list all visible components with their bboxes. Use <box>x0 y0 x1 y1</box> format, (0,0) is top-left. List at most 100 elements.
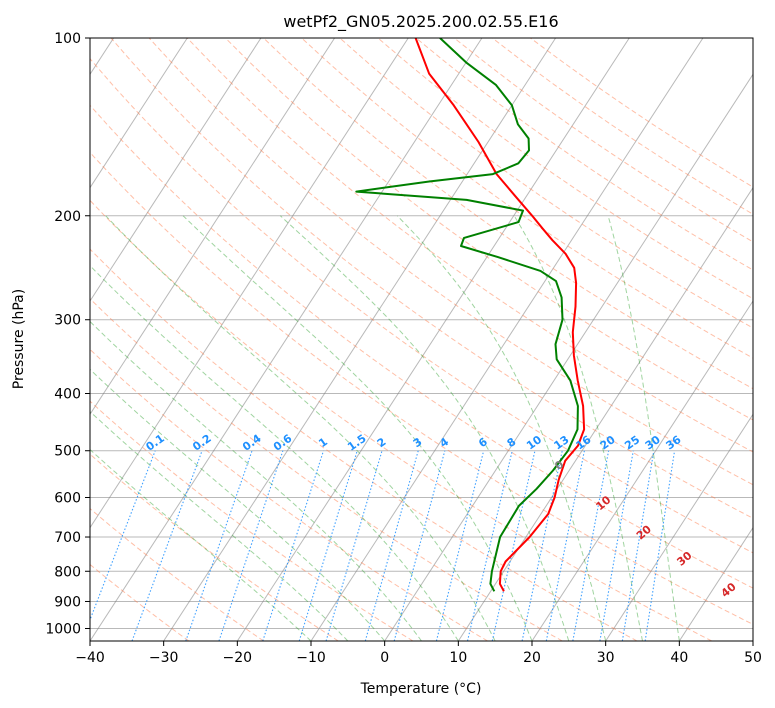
isotherm-30 <box>605 413 753 641</box>
moist-adiabat <box>90 264 459 641</box>
mixing-ratio-line <box>298 450 358 641</box>
dry-adiabat <box>90 298 563 641</box>
moist-adiabat-label: 10 <box>593 493 613 513</box>
axis-layer: −40 −30 −20 −10 0 10 20 30 40 50 100 200 300 400 500 60… <box>45 31 762 666</box>
mixing-ratio-line <box>262 450 325 641</box>
mixing-ratio-label: 8 <box>505 435 519 450</box>
mixing-ratio-line <box>521 450 563 641</box>
isotherm--20 <box>236 38 630 641</box>
isotherm--70 <box>90 38 262 302</box>
dry-adiabat <box>90 57 753 554</box>
moist-adiabat-label: 30 <box>674 549 694 569</box>
moist-adiabat <box>90 410 349 641</box>
grid-layer <box>90 38 753 641</box>
mixing-ratio-label: 4 <box>437 435 451 450</box>
y-tick-label: 100 <box>54 31 81 47</box>
mixing-ratio-line <box>90 450 156 622</box>
y-tick-label: 400 <box>54 387 81 403</box>
isotherm-0 <box>384 73 753 641</box>
mixing-ratio-label: 36 <box>663 433 683 453</box>
y-axis-label: Pressure (hPa) <box>11 289 27 389</box>
dry-adiabat <box>148 38 753 486</box>
x-tick-label: 20 <box>523 650 541 666</box>
dry-adiabat <box>453 38 753 243</box>
mixing-ratio-line <box>325 450 383 641</box>
dry-adiabat <box>90 453 339 641</box>
dry-adiabat-label: -10 <box>54 421 77 445</box>
isotherm--50 <box>90 38 409 529</box>
mixing-ratio-line <box>364 450 419 641</box>
x-tick-label: −20 <box>223 650 253 666</box>
mixing-ratio-line <box>621 450 655 641</box>
dry-adiabat <box>90 348 488 641</box>
mixing-ratio-label: 3 <box>411 435 425 450</box>
mixing-ratio-line <box>466 450 513 641</box>
x-tick-label: −40 <box>75 650 105 666</box>
x-axis-label: Temperature (°C) <box>360 681 482 697</box>
temperature-profile <box>414 38 586 592</box>
x-tick-label: 40 <box>670 650 688 666</box>
y-tick-label: 700 <box>54 530 81 546</box>
isotherm-20 <box>531 300 753 641</box>
isotherm--10 <box>310 38 704 641</box>
moist-adiabat <box>105 215 496 641</box>
mixing-ratio-line <box>599 450 634 641</box>
isotherm--80 <box>90 38 188 189</box>
isotherm-10 <box>457 186 753 641</box>
dry-adiabat <box>90 151 753 625</box>
mixing-ratio-line <box>435 450 485 641</box>
isotherm-50 <box>752 640 753 641</box>
mixing-ratio-line <box>644 450 676 641</box>
y-tick-label: 300 <box>54 313 81 329</box>
mixing-ratio-line <box>218 450 284 641</box>
y-tick-label: 500 <box>54 444 81 460</box>
mixing-ratio-line <box>572 450 610 641</box>
dewpoint-profile <box>355 38 579 592</box>
dry-adiabat <box>491 38 753 215</box>
y-tick-label: 800 <box>54 564 81 580</box>
moist-adiabat-label: 40 <box>719 580 739 600</box>
x-tick-label: 30 <box>597 650 615 666</box>
dry-adiabat <box>90 199 712 641</box>
isotherm--30 <box>163 38 557 641</box>
dry-adiabat <box>186 38 753 453</box>
dry-adiabat <box>90 563 190 641</box>
moist-adiabat-label: 20 <box>634 522 654 542</box>
isotherm--60 <box>90 38 336 416</box>
dry-adiabat <box>301 38 753 359</box>
x-tick-label: −30 <box>149 650 179 666</box>
mixing-ratio-line <box>131 450 203 641</box>
y-tick-label: 600 <box>54 490 81 506</box>
mixing-ratio-line <box>545 450 585 641</box>
dry-adiabat <box>377 38 753 300</box>
dry-adiabat <box>225 38 753 421</box>
x-tick-label: 10 <box>449 650 467 666</box>
dry-adiabat <box>339 38 753 329</box>
dry-adiabat <box>263 38 753 390</box>
dry-adiabat <box>90 400 414 641</box>
isotherm-40 <box>678 526 753 641</box>
mixing-ratio-label: 30 <box>643 433 663 453</box>
profile-layer <box>355 38 586 592</box>
y-tick-label: 200 <box>54 209 81 225</box>
x-tick-label: 0 <box>380 650 389 666</box>
mixing-ratio-label: 16 <box>573 433 593 453</box>
y-tick-label: 900 <box>54 594 81 610</box>
mixing-ratio-label: 25 <box>622 433 642 452</box>
plot-frame <box>89 37 754 642</box>
dry-adiabat <box>90 507 264 641</box>
x-tick-label: 50 <box>744 650 762 666</box>
moist-adiabat <box>90 368 386 641</box>
moist-adiabat <box>182 215 533 641</box>
dry-adiabat <box>110 38 753 519</box>
dry-adiabat <box>90 248 638 641</box>
mixing-ratio-label: 10 <box>524 433 544 453</box>
y-tick-label: 1000 <box>45 621 81 637</box>
moist-adiabat <box>90 448 312 641</box>
mixing-ratio-line <box>393 450 446 641</box>
dry-adiabat <box>90 104 753 589</box>
x-tick-label: −10 <box>296 650 326 666</box>
mixing-ratio-label: 20 <box>598 433 618 453</box>
mixing-ratio-line <box>491 450 536 641</box>
